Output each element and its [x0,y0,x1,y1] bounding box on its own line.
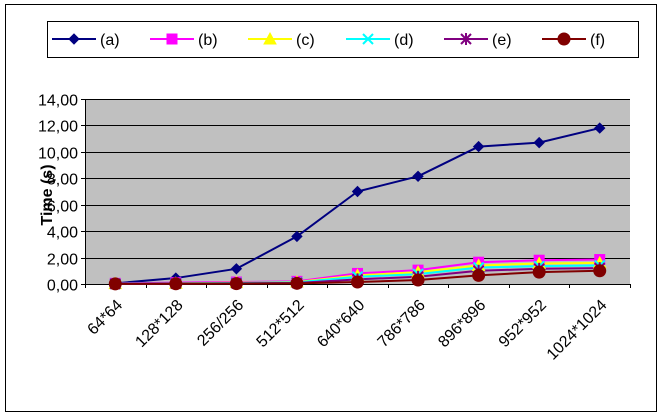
data-point [472,140,485,153]
legend-label: (c) [296,32,315,49]
y-tick-label: 4,00 [47,225,78,242]
data-point [472,268,486,282]
legend: (a) (b) (c) (d) (e) (f) [52,31,605,49]
y-tick-label: 0,00 [47,278,78,295]
legend-label: (b) [198,32,218,49]
legend-item: (b) [150,32,218,49]
data-point [351,275,364,289]
legend-label: (e) [492,32,512,49]
legend-marker [460,33,472,45]
data-point [412,170,424,183]
data-point [290,276,304,290]
y-tick-label: 14,00 [38,93,78,110]
legend-item: (f) [542,32,605,49]
data-point [532,265,546,279]
data-point [351,185,364,198]
data-point [411,273,425,287]
legend-marker [557,32,571,46]
legend-item: (c) [248,31,315,49]
data-point [593,264,607,278]
y-tick-label: 2,00 [47,252,78,269]
marker-stroke [362,33,374,45]
legend-item: (d) [346,32,414,49]
data-point [230,263,243,275]
legend-marker [362,33,374,45]
y-axis-ticks: 0,00 2,00 4,00 6,00 8,00 10,00 12,00 14,00 [38,93,85,295]
y-tick-label: 10,00 [38,146,78,163]
data-point [291,230,303,243]
data-point [108,277,122,291]
legend-label: (d) [394,32,414,49]
series-lines [108,122,607,291]
legend-marker [263,31,277,45]
series-markers-5 [108,264,607,291]
legend-item: (a) [52,32,120,49]
data-point [533,136,545,149]
y-tick-label: 12,00 [38,119,78,136]
legend-item: (e) [444,32,512,49]
data-point [594,122,606,134]
y-tick-label: 6,00 [47,199,78,216]
y-tick-label: 8,00 [47,172,78,189]
y-axis-label: Time (s) [39,164,56,225]
legend-marker [68,33,80,45]
legend-marker [166,33,178,45]
data-point [169,277,183,291]
legend-label: (a) [100,32,120,49]
gridlines [85,99,630,259]
data-point [229,277,243,291]
legend-box [47,21,639,58]
legend-label: (f) [590,32,605,49]
